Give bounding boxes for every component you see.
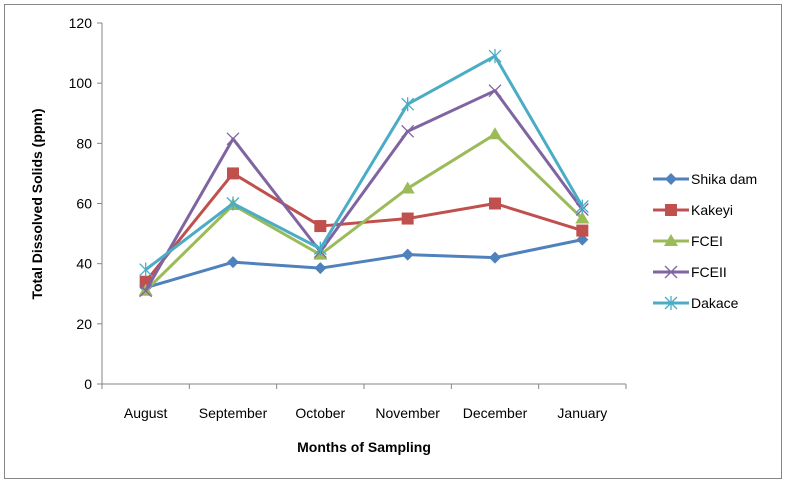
data-point-kakeyi <box>314 220 327 233</box>
data-point-dakace <box>139 262 153 277</box>
data-point-shika-dam <box>227 256 239 269</box>
x-tick-label: November <box>375 405 440 421</box>
y-axis-title: Total Dissolved Solids (ppm) <box>29 108 45 299</box>
data-point-shika-dam <box>314 262 327 275</box>
legend-marker-icon <box>664 234 678 246</box>
x-axis-title: Months of Sampling <box>297 439 431 455</box>
series-line-shika-dam <box>145 238 583 290</box>
legend-item-shika-dam: Shika dam <box>653 171 757 187</box>
data-point-fceii <box>488 84 502 98</box>
data-point-fcei <box>488 127 502 140</box>
legend-label: FCEII <box>691 264 727 280</box>
series-line-dakace <box>144 54 584 271</box>
y-tick-label: 120 <box>69 15 93 31</box>
data-point-dakace <box>488 49 502 64</box>
data-point-shika-dam <box>401 248 414 261</box>
legend-label: Shika dam <box>691 171 757 187</box>
series-shika-dam <box>139 233 589 294</box>
legend-label: Kakeyi <box>691 202 733 218</box>
legend-marker-icon <box>664 265 678 279</box>
data-point-kakeyi <box>401 212 414 225</box>
series-line-fcei <box>144 132 584 292</box>
x-tick-label: January <box>557 405 607 421</box>
legend-marker-icon <box>665 204 677 216</box>
x-tick-label: October <box>295 405 345 421</box>
legend-label: FCEI <box>691 233 723 249</box>
data-point-fcei <box>575 211 590 224</box>
legend-item-fcei: FCEI <box>653 233 723 249</box>
data-point-fcei <box>400 181 415 194</box>
data-point-kakeyi <box>489 197 501 210</box>
y-tick-label: 100 <box>69 75 93 91</box>
data-point-fceii <box>226 132 240 146</box>
x-tick-label: August <box>124 405 168 421</box>
data-point-dakace <box>313 241 327 256</box>
x-tick-label: December <box>463 405 528 421</box>
y-tick-label: 60 <box>76 196 92 212</box>
data-point-fceii <box>139 284 153 298</box>
x-axis-ticks: August September October November December Ja… <box>101 384 627 421</box>
series-line-fceii <box>144 89 584 292</box>
chart-frame <box>4 4 782 479</box>
y-tick-label: 40 <box>76 256 92 272</box>
series-fceii <box>139 84 589 298</box>
y-tick-label: 20 <box>76 316 92 332</box>
y-tick-label: 0 <box>84 376 92 392</box>
axes <box>101 23 626 385</box>
data-point-dakace <box>226 196 240 211</box>
legend: Shika dam Kakeyi FCEI FCEII Dakace <box>653 171 757 311</box>
data-point-kakeyi <box>227 167 239 180</box>
y-axis-ticks: 0 20 40 60 80 100 120 <box>69 15 102 392</box>
legend-item-kakeyi: Kakeyi <box>653 202 733 218</box>
y-tick-label: 80 <box>76 135 92 151</box>
legend-marker-icon <box>665 173 677 185</box>
data-point-shika-dam <box>576 233 589 246</box>
data-point-shika-dam <box>489 251 501 264</box>
legend-item-dakace: Dakace <box>653 295 739 311</box>
series-group <box>138 49 590 298</box>
legend-label: Dakace <box>691 295 739 311</box>
data-point-dakace <box>575 199 589 214</box>
x-tick-label: September <box>199 405 268 421</box>
legend-item-fceii: FCEII <box>653 264 727 280</box>
data-point-kakeyi <box>576 224 589 237</box>
legend-marker-icon <box>664 296 678 310</box>
series-dakace <box>139 49 589 277</box>
data-point-fceii <box>401 124 415 138</box>
data-point-dakace <box>401 97 415 112</box>
